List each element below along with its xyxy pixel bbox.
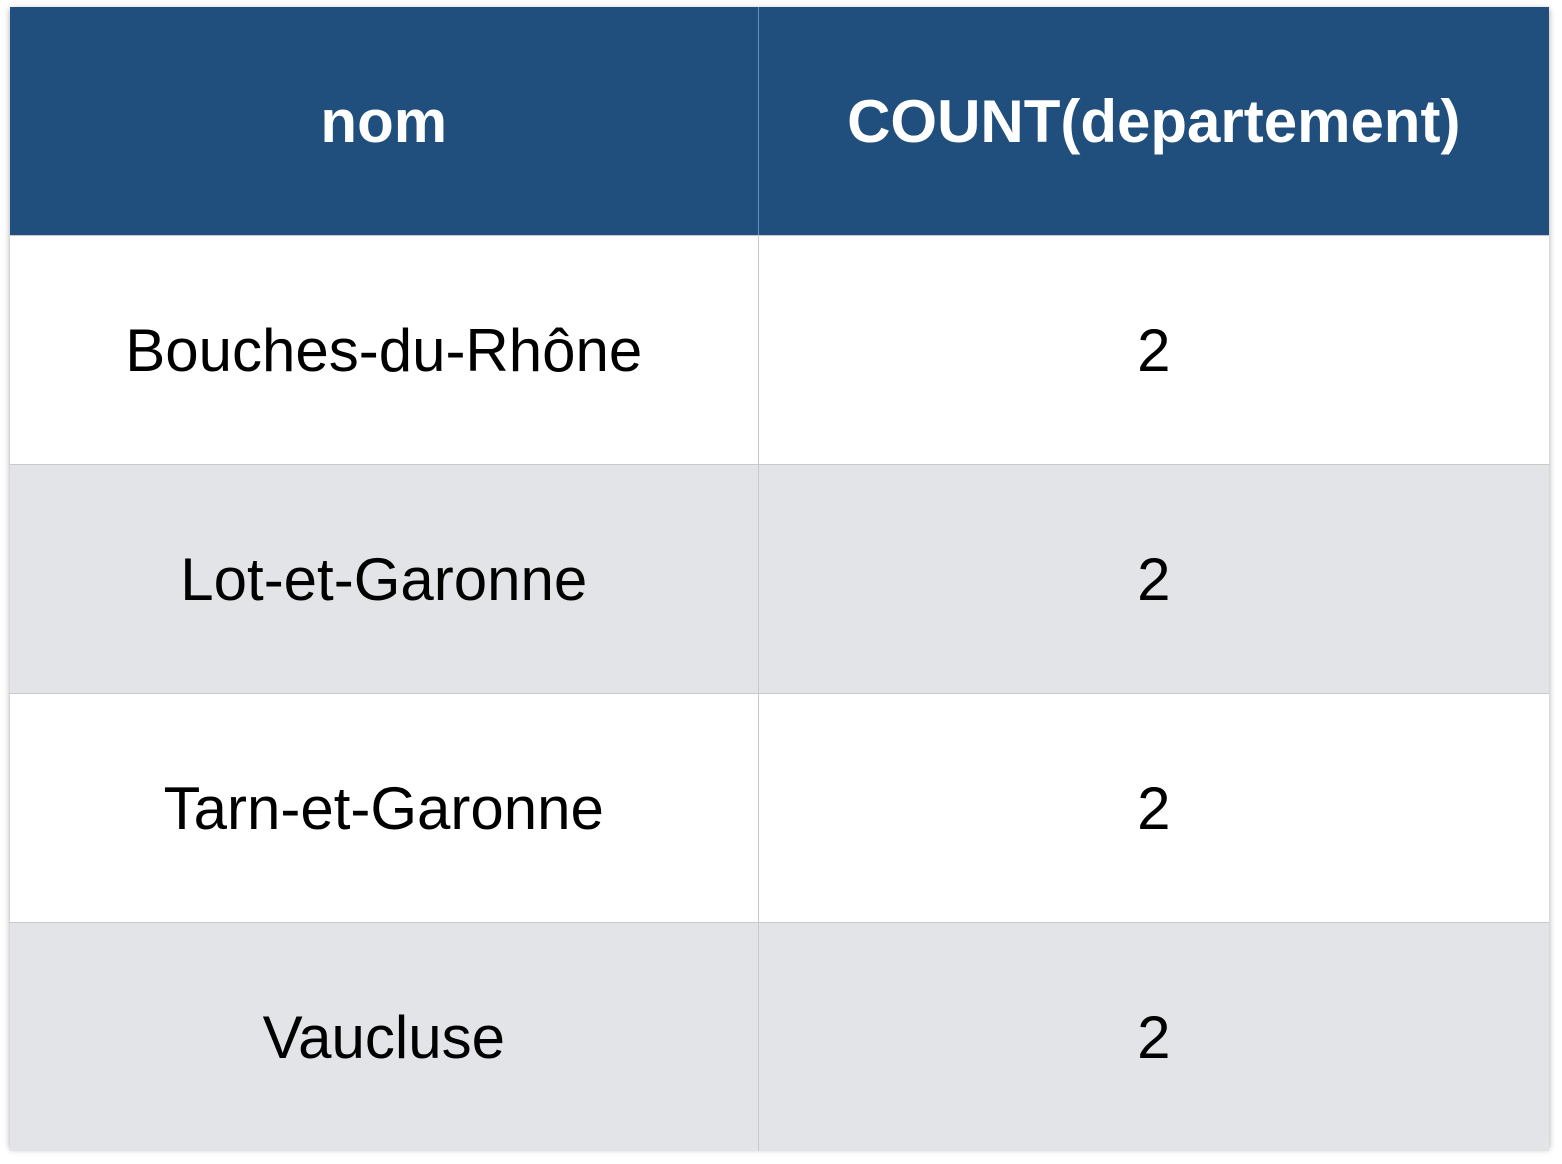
cell-count: 2 bbox=[758, 235, 1549, 465]
result-table: nom COUNT(departement) Bouches-du-Rhône … bbox=[10, 7, 1549, 1151]
result-table-container: nom COUNT(departement) Bouches-du-Rhône … bbox=[10, 7, 1549, 1151]
cell-nom: Tarn-et-Garonne bbox=[10, 693, 759, 923]
cell-count: 2 bbox=[758, 693, 1549, 923]
column-header-nom: nom bbox=[10, 7, 759, 236]
table-row: Tarn-et-Garonne 2 bbox=[10, 693, 1549, 923]
table-row: Vaucluse 2 bbox=[10, 922, 1549, 1151]
table-row: Bouches-du-Rhône 2 bbox=[10, 235, 1549, 465]
cell-nom: Lot-et-Garonne bbox=[10, 464, 759, 694]
cell-count: 2 bbox=[1137, 1003, 1171, 1071]
column-header-count: COUNT(departement) bbox=[758, 7, 1549, 236]
cell-count: 2 bbox=[758, 464, 1549, 694]
cell-nom: Vaucluse bbox=[10, 922, 759, 1151]
cell-nom: Bouches-du-Rhône bbox=[10, 235, 759, 465]
table-header-row: nom COUNT(departement) bbox=[10, 7, 1549, 236]
table-row: Lot-et-Garonne 2 bbox=[10, 464, 1549, 694]
